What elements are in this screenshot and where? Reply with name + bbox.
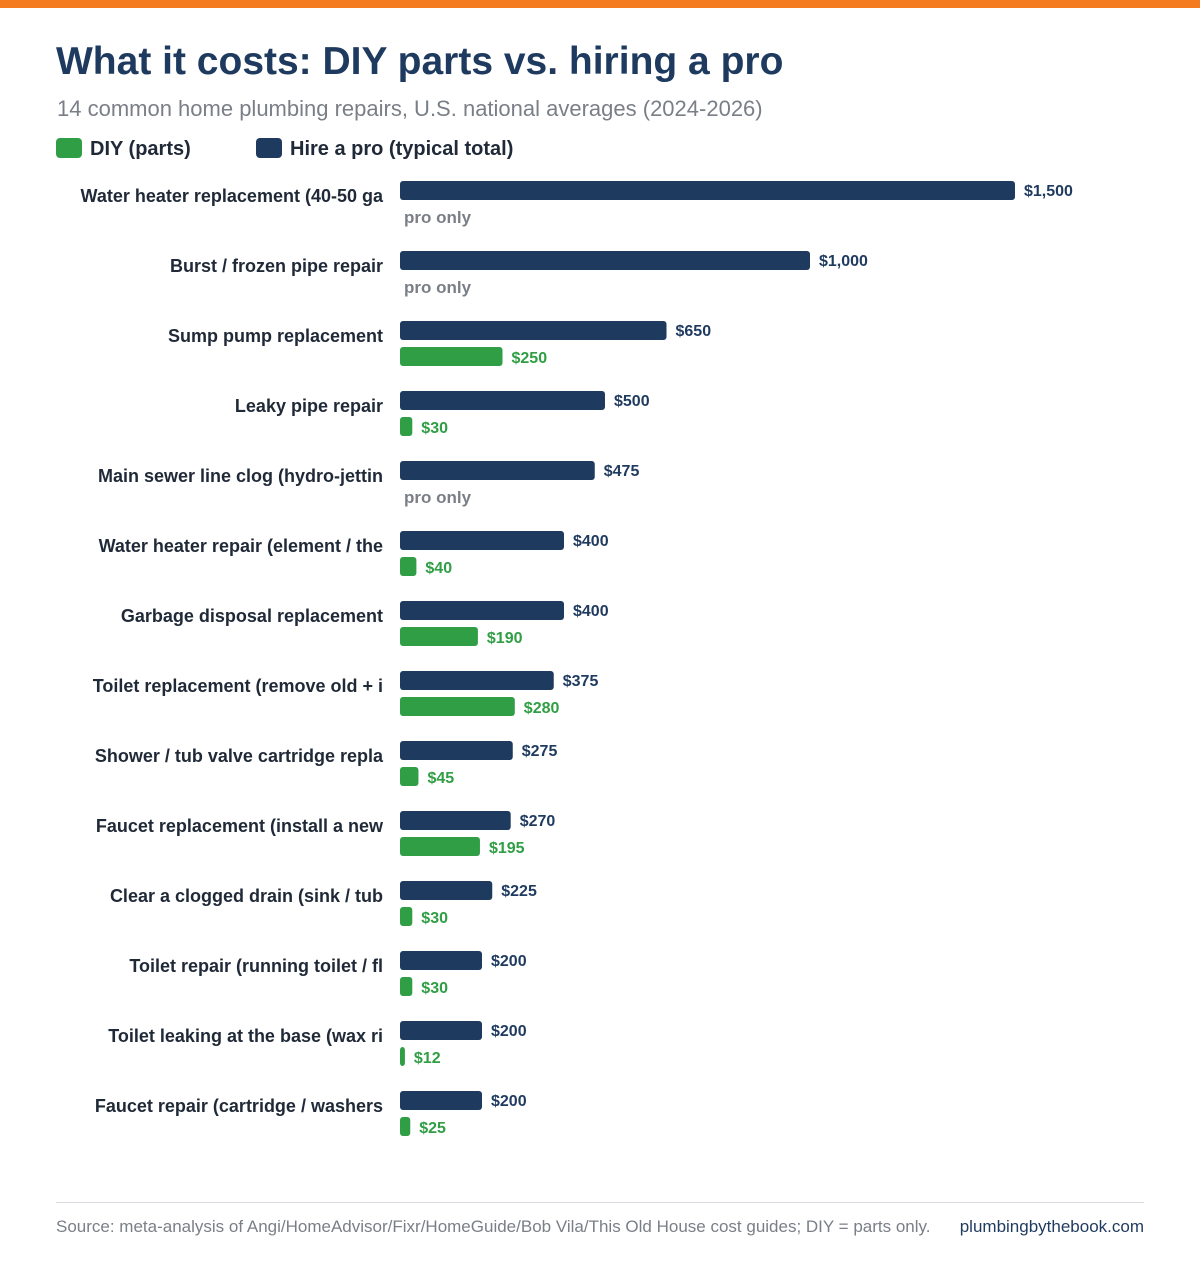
diy-value-label: $30 [421,910,448,927]
diy-value-label: $40 [425,560,452,577]
pro-only-label: pro only [404,208,472,227]
category-label: Water heater repair (element / the [99,536,383,556]
diy-value-label: $30 [421,420,448,437]
category-label: Main sewer line clog (hydro-jettin [98,466,383,486]
diy-value-label: $25 [419,1120,446,1137]
diy-bar [400,627,478,646]
diy-value-label: $30 [421,980,448,997]
category-label: Burst / frozen pipe repair [170,256,383,276]
category-label: Shower / tub valve cartridge repla [95,746,384,766]
pro-only-label: pro only [404,488,472,507]
top-accent-bar [0,0,1200,8]
pro-value-label: $500 [614,393,650,410]
category-label: Sump pump replacement [168,326,383,346]
pro-bar [400,671,554,690]
diy-bar [400,907,413,926]
pro-value-label: $1,000 [819,253,868,270]
pro-bar [400,811,511,830]
pro-value-label: $200 [491,1023,527,1040]
pro-value-label: $1,500 [1024,183,1073,200]
diy-bar [400,837,480,856]
diy-bar [400,767,419,786]
category-label: Clear a clogged drain (sink / tub [110,886,383,906]
diy-bar [400,697,515,716]
chart-title: What it costs: DIY parts vs. hiring a pr… [56,40,784,83]
diy-value-label: $250 [512,350,548,367]
category-label: Toilet replacement (remove old + i [93,676,383,696]
pro-value-label: $270 [520,813,556,830]
pro-value-label: $200 [491,1093,527,1110]
bar-chart: Water heater replacement (40-50 ga $1,500… [81,181,1073,1137]
category-label: Faucet replacement (install a new [96,816,384,836]
category-label: Toilet repair (running toilet / fl [129,956,383,976]
legend-label-diy: DIY (parts) [90,138,191,160]
pro-bar [400,951,482,970]
legend-swatch-pro [256,138,282,158]
pro-value-label: $650 [676,323,712,340]
category-label: Faucet repair (cartridge / washers [95,1096,383,1116]
pro-bar [400,531,564,550]
legend-swatch-diy [56,138,82,158]
diy-value-label: $195 [489,840,525,857]
diy-value-label: $12 [414,1050,441,1067]
legend-label-pro: Hire a pro (typical total) [290,138,514,160]
pro-bar [400,321,667,340]
pro-bar [400,1021,482,1040]
pro-bar [400,741,513,760]
diy-bar [400,417,413,436]
category-label: Garbage disposal replacement [121,606,383,626]
pro-bar [400,881,493,900]
diy-value-label: $45 [427,770,454,787]
footer-divider [56,1202,1144,1203]
chart-subtitle: 14 common home plumbing repairs, U.S. na… [57,96,763,121]
diy-bar [400,977,413,996]
pro-bar [400,461,595,480]
pro-bar [400,1091,482,1110]
category-label: Water heater replacement (40-50 ga [81,186,384,206]
pro-bar [400,601,564,620]
pro-value-label: $475 [604,463,640,480]
diy-bar [400,1117,411,1136]
pro-only-label: pro only [404,278,472,297]
pro-bar [400,391,605,410]
pro-value-label: $275 [522,743,558,760]
pro-value-label: $400 [573,603,609,620]
pro-bar [400,251,810,270]
footer-source: Source: meta-analysis of Angi/HomeAdviso… [56,1217,931,1236]
category-label: Toilet leaking at the base (wax ri [108,1026,383,1046]
diy-bar [400,1047,405,1066]
pro-value-label: $400 [573,533,609,550]
diy-bar [400,347,503,366]
footer-site: plumbingbythebook.com [959,1217,1144,1236]
diy-bar [400,557,417,576]
pro-bar [400,181,1015,200]
category-label: Leaky pipe repair [235,396,383,416]
pro-value-label: $225 [501,883,537,900]
diy-value-label: $280 [524,700,560,717]
pro-value-label: $200 [491,953,527,970]
pro-value-label: $375 [563,673,599,690]
diy-value-label: $190 [487,630,523,647]
